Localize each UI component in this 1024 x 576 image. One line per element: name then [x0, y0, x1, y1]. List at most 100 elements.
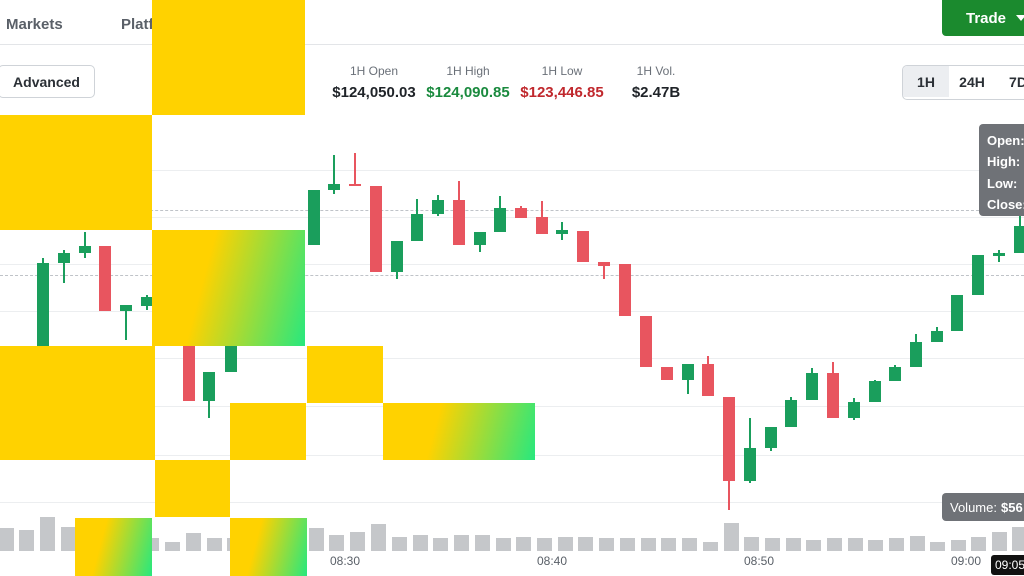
volume-bar	[537, 538, 552, 551]
volume-bar	[661, 538, 676, 551]
candle-body[interactable]	[37, 263, 49, 346]
candle-body[interactable]	[765, 427, 777, 448]
volume-bar	[827, 538, 842, 551]
redaction-block	[307, 346, 383, 403]
trade-button[interactable]: Trade	[942, 0, 1024, 36]
candle-body[interactable]	[120, 305, 132, 311]
candle-body[interactable]	[702, 364, 714, 396]
candle-body[interactable]	[370, 186, 382, 272]
redaction-block	[0, 346, 155, 460]
volume-bar	[516, 537, 531, 551]
volume-bar	[724, 523, 739, 551]
candle-wick	[125, 305, 127, 340]
top-nav: Markets Platf Trade	[0, 0, 1024, 45]
volume-bar	[971, 537, 986, 551]
ohlc-tooltip: Open: High: Low: Close:	[979, 124, 1024, 216]
candle-body[interactable]	[972, 255, 984, 295]
volume-bar	[578, 537, 593, 551]
volume-bar	[496, 538, 511, 551]
volume-bar	[413, 535, 428, 551]
volume-bar	[40, 517, 55, 551]
redaction-block	[383, 403, 535, 460]
candle-body[interactable]	[744, 448, 756, 481]
candle-body[interactable]	[411, 214, 423, 241]
nav-platform[interactable]: Platf	[121, 16, 154, 33]
candle-body[interactable]	[598, 262, 610, 266]
candle-body[interactable]	[308, 190, 320, 245]
candle-body[interactable]	[640, 316, 652, 367]
x-tick: 08:30	[330, 554, 361, 568]
volume-bar	[848, 538, 863, 551]
candle-body[interactable]	[556, 230, 568, 234]
volume-bar	[641, 538, 656, 551]
volume-bar	[329, 535, 344, 551]
candle-body[interactable]	[141, 297, 153, 306]
redaction-block	[152, 230, 305, 346]
candle-body[interactable]	[869, 381, 881, 402]
range-24h-button[interactable]: 24H	[959, 73, 985, 90]
range-1h-button[interactable]: 1H	[903, 66, 949, 97]
stat-1h-vol: 1H Vol. $2.47B	[628, 64, 684, 101]
volume-bar	[930, 542, 945, 551]
candle-body[interactable]	[993, 253, 1005, 256]
candle-body[interactable]	[58, 253, 70, 263]
stat-1h-high: 1H High $124,090.85	[424, 64, 512, 101]
stat-value: $2.47B	[631, 84, 681, 101]
candle-body[interactable]	[494, 208, 506, 232]
stat-1h-low: 1H Low $123,446.85	[518, 64, 606, 101]
stat-label: 1H Low	[541, 64, 583, 78]
candle-body[interactable]	[785, 400, 797, 427]
volume-bar	[682, 538, 697, 551]
volume-bar	[371, 524, 386, 551]
range-7d-button[interactable]: 7D	[1009, 73, 1024, 90]
candle-body[interactable]	[723, 397, 735, 481]
candle-body[interactable]	[951, 295, 963, 331]
volume-tooltip: Volume: $56	[942, 493, 1024, 521]
candle-body[interactable]	[328, 184, 340, 190]
redaction-block	[0, 115, 152, 230]
candle-body[interactable]	[536, 217, 548, 234]
stat-value: $124,090.85	[426, 84, 510, 101]
candle-body[interactable]	[203, 372, 215, 401]
stat-label: 1H Open	[349, 64, 399, 78]
volume-bar	[19, 530, 34, 551]
candle-body[interactable]	[1014, 226, 1024, 253]
candle-wick	[354, 153, 356, 186]
candle-body[interactable]	[848, 402, 860, 418]
candle-body[interactable]	[432, 200, 444, 214]
candle-body[interactable]	[931, 331, 943, 342]
candle-body[interactable]	[806, 373, 818, 400]
candle-body[interactable]	[515, 208, 527, 218]
x-tick: 08:40	[537, 554, 568, 568]
candle-body[interactable]	[391, 241, 403, 272]
candle-wick	[998, 250, 1000, 262]
candle-body[interactable]	[474, 232, 486, 245]
candle-body[interactable]	[225, 346, 237, 372]
candle-body[interactable]	[682, 364, 694, 380]
advanced-button-label: Advanced	[13, 73, 80, 90]
volume-bar	[61, 527, 76, 551]
candle-body[interactable]	[99, 246, 111, 311]
candle-body[interactable]	[79, 246, 91, 253]
candle-body[interactable]	[619, 264, 631, 316]
candle-body[interactable]	[349, 184, 361, 186]
candle-body[interactable]	[889, 367, 901, 381]
redaction-block	[230, 403, 306, 460]
crosshair-time-badge: 09:05	[991, 555, 1024, 575]
volume-bar	[309, 528, 324, 551]
advanced-button[interactable]: Advanced	[0, 65, 95, 98]
candlestick-chart[interactable]	[0, 120, 1024, 576]
candle-body[interactable]	[183, 346, 195, 401]
gridline	[0, 170, 1024, 171]
candle-wick	[603, 262, 605, 279]
redaction-block	[152, 0, 305, 115]
nav-markets[interactable]: Markets	[6, 16, 63, 33]
candle-body[interactable]	[453, 200, 465, 245]
volume-bar	[910, 536, 925, 551]
candle-body[interactable]	[661, 367, 673, 380]
tooltip-close-label: Close:	[987, 196, 1024, 212]
candle-body[interactable]	[577, 231, 589, 262]
candle-body[interactable]	[827, 373, 839, 418]
time-range-selector: 1H 24H 7D	[902, 65, 1024, 100]
candle-body[interactable]	[910, 342, 922, 367]
